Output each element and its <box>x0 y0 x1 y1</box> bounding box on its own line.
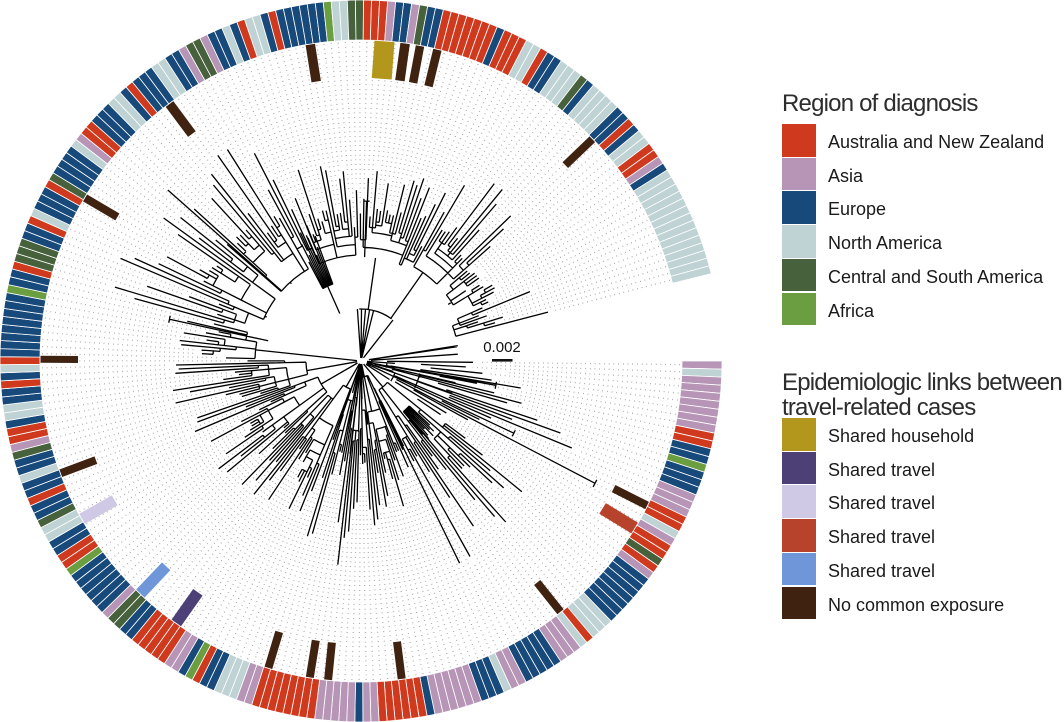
svg-text:0.002: 0.002 <box>483 339 521 356</box>
